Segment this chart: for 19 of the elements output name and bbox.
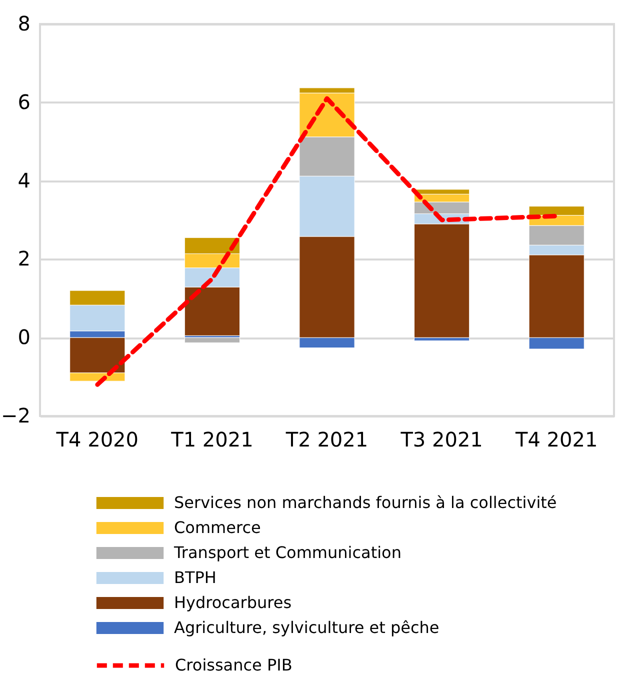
- legend-label: BTPH: [174, 568, 216, 587]
- x-tick-label: T2 2021: [284, 428, 368, 452]
- y-tick-label: 6: [18, 90, 30, 114]
- legend-label: Services non marchands fournis à la collectivité: [174, 493, 557, 512]
- x-tick-label: T3 2021: [400, 428, 483, 452]
- y-tick-label: 4: [18, 168, 30, 192]
- y-tick-label: 0: [18, 325, 30, 350]
- x-tick-label: T4 2021: [514, 428, 598, 452]
- y-tick-label: 8: [18, 12, 30, 36]
- legend-label: Croissance PIB: [175, 656, 292, 673]
- y-tick-label: 2: [18, 246, 30, 271]
- x-tick-label: T4 2020: [55, 428, 138, 452]
- x-tick-label: T1 2021: [170, 428, 254, 452]
- y-tick-label: −2: [1, 404, 30, 428]
- legend-label: Transport et Communication: [173, 543, 402, 562]
- legend-label: Hydrocarbures: [174, 593, 292, 612]
- line-series: [95, 96, 559, 387]
- legend-label: Agriculture, sylviculture et pêche: [174, 618, 440, 637]
- legend-label: Commerce: [174, 518, 261, 537]
